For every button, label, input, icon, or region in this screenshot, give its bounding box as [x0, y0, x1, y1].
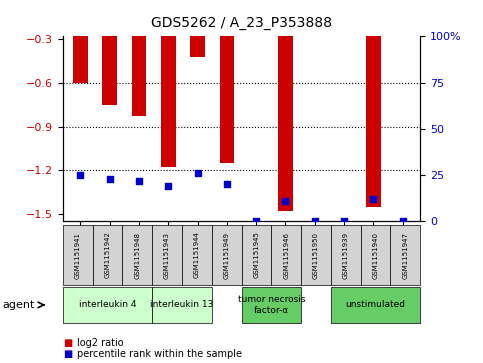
Text: ■: ■ [63, 338, 72, 348]
Bar [132, 0, 146, 117]
Point [223, 182, 231, 187]
Text: interleukin 4: interleukin 4 [79, 301, 136, 309]
Text: tumor necrosis
factor-α: tumor necrosis factor-α [238, 295, 305, 315]
Bar [278, 0, 293, 211]
Point [76, 172, 84, 178]
Point [194, 170, 201, 176]
Point [399, 219, 407, 224]
Point [106, 176, 114, 182]
Bar [190, 0, 205, 57]
Text: GSM1151947: GSM1151947 [402, 232, 408, 278]
Text: log2 ratio: log2 ratio [77, 338, 124, 348]
Text: GDS5262 / A_23_P353888: GDS5262 / A_23_P353888 [151, 16, 332, 30]
Point [311, 219, 319, 224]
Text: GSM1151950: GSM1151950 [313, 232, 319, 278]
Text: GSM1151940: GSM1151940 [372, 232, 379, 278]
Point [369, 196, 377, 202]
Text: GSM1151942: GSM1151942 [104, 232, 111, 278]
Text: GSM1151939: GSM1151939 [343, 232, 349, 278]
Text: GSM1151941: GSM1151941 [75, 232, 81, 278]
Text: unstimulated: unstimulated [345, 301, 406, 309]
Bar [220, 0, 234, 163]
Point [282, 198, 289, 204]
Text: GSM1151948: GSM1151948 [134, 232, 140, 278]
Text: GSM1151949: GSM1151949 [224, 232, 229, 278]
Point [252, 219, 260, 224]
Text: GSM1151943: GSM1151943 [164, 232, 170, 278]
Point [164, 183, 172, 189]
Point [340, 219, 348, 224]
Bar [102, 0, 117, 105]
Text: percentile rank within the sample: percentile rank within the sample [77, 349, 242, 359]
Text: GSM1151946: GSM1151946 [283, 232, 289, 278]
Bar [161, 0, 176, 167]
Bar [73, 0, 88, 83]
Text: interleukin 13: interleukin 13 [150, 301, 213, 309]
Bar [366, 0, 381, 207]
Text: GSM1151944: GSM1151944 [194, 232, 200, 278]
Point [135, 178, 143, 184]
Text: GSM1151945: GSM1151945 [254, 232, 259, 278]
Text: ■: ■ [63, 349, 72, 359]
Text: agent: agent [2, 300, 35, 310]
